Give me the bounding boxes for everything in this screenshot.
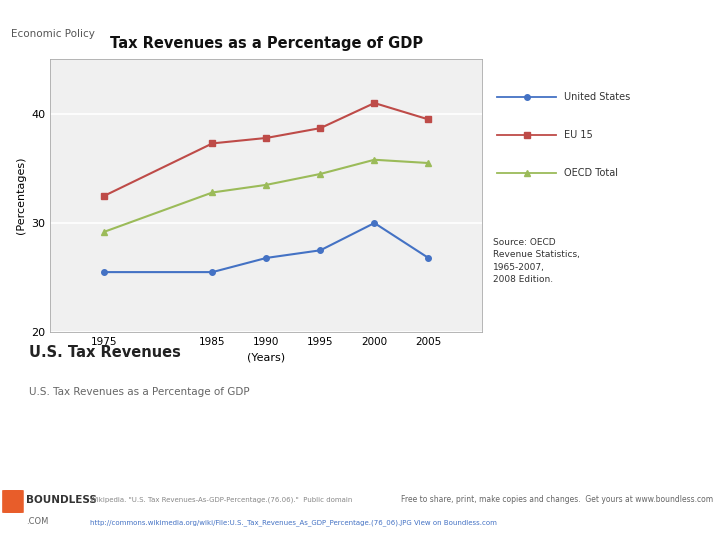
X-axis label: (Years): (Years) bbox=[248, 353, 285, 362]
FancyBboxPatch shape bbox=[2, 490, 24, 513]
Text: Free to share, print, make copies and changes.  Get yours at www.boundless.com: Free to share, print, make copies and ch… bbox=[400, 495, 713, 504]
Text: BOUNDLESS: BOUNDLESS bbox=[26, 495, 96, 505]
Text: United States: United States bbox=[564, 92, 631, 102]
Text: U.S. Tax Revenues: U.S. Tax Revenues bbox=[29, 345, 181, 360]
Text: EU 15: EU 15 bbox=[564, 130, 593, 140]
Text: .COM: .COM bbox=[26, 517, 48, 526]
Text: http://commons.wikimedia.org/wiki/File:U.S._Tax_Revenues_As_GDP_Percentage.(76_0: http://commons.wikimedia.org/wiki/File:U… bbox=[90, 519, 497, 526]
Text: U.S. Tax Revenues as a Percentage of GDP: U.S. Tax Revenues as a Percentage of GDP bbox=[29, 387, 249, 397]
Title: Tax Revenues as a Percentage of GDP: Tax Revenues as a Percentage of GDP bbox=[110, 36, 423, 51]
Text: OECD Total: OECD Total bbox=[564, 167, 618, 178]
Text: Wikipedia. "U.S. Tax Revenues-As-GDP-Percentage.(76.06)."  Public domain: Wikipedia. "U.S. Tax Revenues-As-GDP-Per… bbox=[90, 496, 352, 503]
Text: Economic Policy: Economic Policy bbox=[11, 29, 94, 39]
Y-axis label: (Percentages): (Percentages) bbox=[16, 157, 26, 234]
Text: Source: OECD
Revenue Statistics,
1965-2007,
2008 Edition.: Source: OECD Revenue Statistics, 1965-20… bbox=[493, 238, 580, 284]
